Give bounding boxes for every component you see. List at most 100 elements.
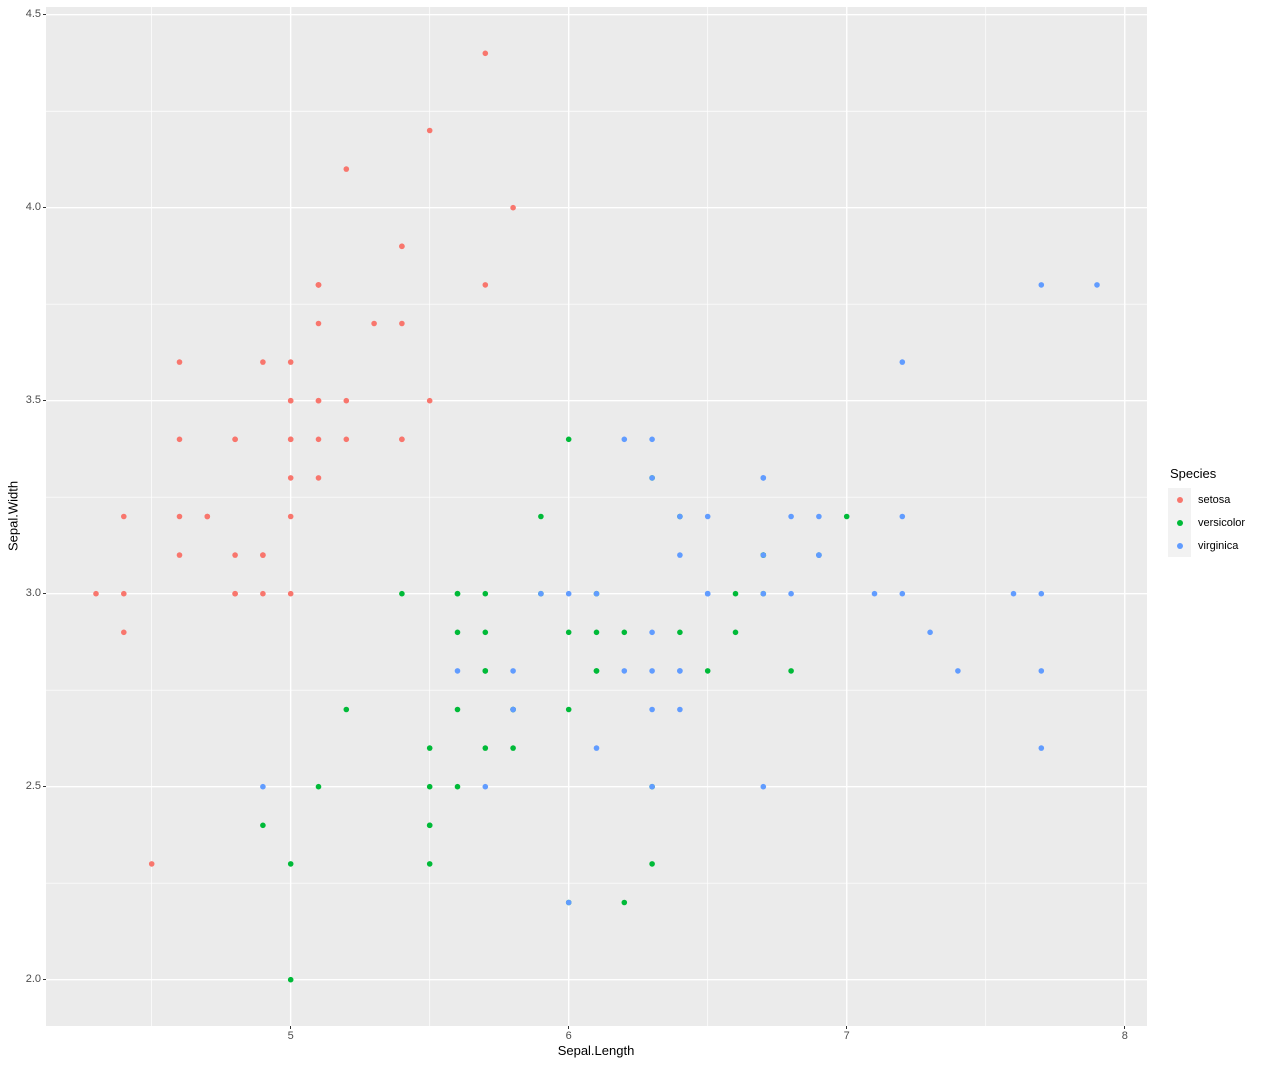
data-point-versicolor xyxy=(482,745,489,751)
data-point-versicolor xyxy=(649,861,655,867)
data-point-setosa xyxy=(204,513,211,520)
data-point-virginica xyxy=(677,706,683,713)
data-point-versicolor xyxy=(593,668,600,674)
data-point-setosa xyxy=(260,359,266,365)
legend-label: versicolor xyxy=(1198,516,1246,529)
x-tick-mark xyxy=(846,1026,848,1029)
data-point-virginica xyxy=(649,706,655,713)
data-point-versicolor xyxy=(621,899,628,906)
data-point-versicolor xyxy=(482,590,489,597)
data-point-virginica xyxy=(649,668,655,674)
data-point-virginica xyxy=(704,590,711,597)
data-point-virginica xyxy=(760,475,767,481)
data-point-virginica xyxy=(788,513,794,520)
y-tick-mark xyxy=(43,400,46,402)
x-tick-mark xyxy=(290,1026,292,1029)
data-point-versicolor xyxy=(565,436,572,443)
data-point-setosa xyxy=(176,513,183,520)
data-point-setosa xyxy=(287,436,294,443)
y-tick-mark xyxy=(43,593,46,595)
data-point-setosa xyxy=(260,590,266,597)
data-point-versicolor xyxy=(454,706,461,713)
data-point-versicolor xyxy=(482,629,489,636)
data-point-setosa xyxy=(399,436,405,443)
data-point-versicolor xyxy=(788,668,794,674)
data-point-virginica xyxy=(816,513,822,520)
data-point-setosa xyxy=(121,513,127,520)
data-point-setosa xyxy=(287,397,294,404)
data-point-virginica xyxy=(788,590,794,597)
data-point-virginica xyxy=(871,590,878,597)
legend-dot-icon xyxy=(1176,542,1183,549)
data-point-setosa xyxy=(482,282,489,288)
data-point-versicolor xyxy=(426,822,433,829)
data-point-versicolor xyxy=(343,706,350,713)
legend-dot-icon xyxy=(1176,496,1183,503)
data-point-virginica xyxy=(649,475,655,481)
data-point-virginica xyxy=(1038,668,1045,674)
data-point-virginica xyxy=(760,783,767,790)
data-point-virginica xyxy=(1038,590,1045,597)
data-point-versicolor xyxy=(510,745,516,751)
y-tick-label: 4.0 xyxy=(25,201,41,214)
data-point-versicolor xyxy=(454,629,461,636)
data-point-virginica xyxy=(538,590,544,597)
data-point-setosa xyxy=(121,629,127,636)
data-point-virginica xyxy=(621,436,628,443)
legend-key xyxy=(1168,488,1191,511)
data-point-versicolor xyxy=(426,783,433,790)
data-point-setosa xyxy=(121,590,127,597)
data-point-virginica xyxy=(1038,745,1045,751)
legend-title: Species xyxy=(1170,466,1217,481)
data-point-virginica xyxy=(955,668,961,674)
data-point-virginica xyxy=(649,436,655,443)
data-point-setosa xyxy=(510,204,516,211)
data-point-versicolor xyxy=(399,590,405,597)
data-point-virginica xyxy=(510,668,516,674)
data-point-setosa xyxy=(426,397,433,404)
data-point-setosa xyxy=(176,552,183,558)
data-point-virginica xyxy=(816,552,822,558)
data-point-setosa xyxy=(260,552,266,558)
data-point-setosa xyxy=(315,282,322,288)
data-point-virginica xyxy=(621,668,628,674)
data-point-setosa xyxy=(343,166,350,172)
data-point-versicolor xyxy=(315,783,322,790)
data-point-virginica xyxy=(565,590,572,597)
legend-key xyxy=(1168,511,1191,534)
x-tick-label: 7 xyxy=(843,1030,850,1042)
data-point-setosa xyxy=(176,359,183,365)
legend-key xyxy=(1168,534,1191,557)
data-point-setosa xyxy=(343,397,350,404)
data-point-setosa xyxy=(176,436,183,443)
data-point-setosa xyxy=(93,590,99,597)
data-point-setosa xyxy=(232,552,238,558)
data-point-setosa xyxy=(287,359,294,365)
legend-entry-virginica: virginica xyxy=(1168,534,1245,557)
plot-canvas xyxy=(46,7,1147,1026)
data-point-virginica xyxy=(677,552,683,558)
data-point-virginica xyxy=(1094,282,1100,288)
y-tick-label: 4.5 xyxy=(25,8,41,21)
x-tick-label: 5 xyxy=(287,1030,294,1042)
data-point-versicolor xyxy=(565,629,572,636)
y-tick-mark xyxy=(43,786,46,788)
data-point-setosa xyxy=(315,320,322,327)
x-tick-label: 8 xyxy=(1121,1030,1128,1042)
data-point-versicolor xyxy=(732,629,739,636)
data-point-setosa xyxy=(232,590,238,597)
y-tick-label: 3.0 xyxy=(25,587,41,600)
data-point-virginica xyxy=(649,629,655,636)
data-point-setosa xyxy=(287,513,294,520)
data-point-setosa xyxy=(399,243,405,250)
data-point-versicolor xyxy=(482,668,489,674)
data-point-versicolor xyxy=(287,976,294,983)
data-point-setosa xyxy=(399,320,405,327)
data-point-versicolor xyxy=(426,745,433,751)
data-point-virginica xyxy=(760,552,767,558)
data-point-virginica xyxy=(482,783,489,790)
data-point-setosa xyxy=(315,397,322,404)
data-point-virginica xyxy=(260,783,266,790)
data-point-versicolor xyxy=(704,668,711,674)
